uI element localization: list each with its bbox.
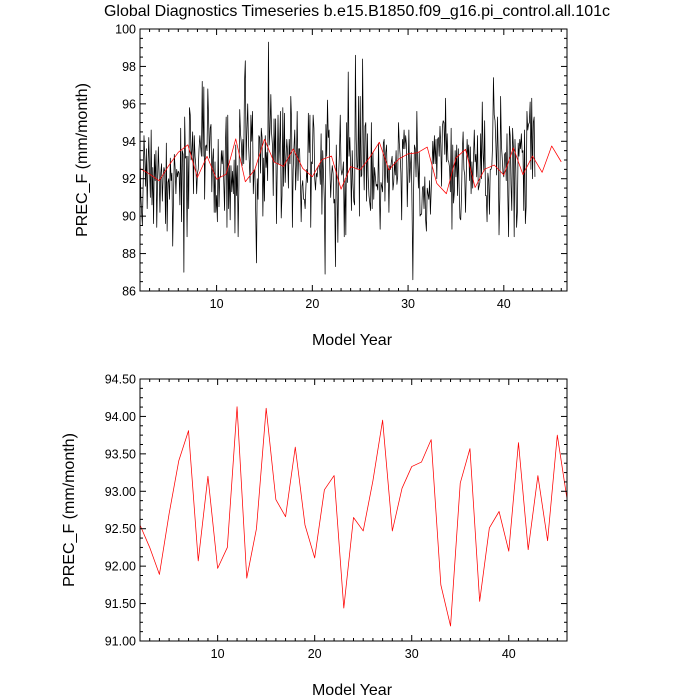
bottom-chart-x-tick-label: 40 [502, 647, 516, 661]
top-chart-series [139, 41, 562, 281]
top-chart-y-tick-label: 86 [122, 285, 136, 299]
bottom-chart-x-tick-label: 30 [405, 647, 419, 661]
top-chart-y-tick-label: 100 [115, 23, 136, 37]
top-chart-y-tick-label: 98 [122, 60, 136, 74]
top-chart-x-tick-label: 30 [401, 297, 415, 311]
bottom-chart-xlabel: Model Year [312, 682, 393, 699]
bottom-chart-y-tick-label: 92.50 [105, 522, 136, 536]
bottom-chart-ticks: 10 20 30 40 91.00 91.50 92.00 92.50 93.00 93.50 94… [105, 373, 568, 661]
bottom-chart-y-tick-label: 91.00 [105, 635, 136, 649]
top-chart-y-tick-label: 96 [122, 97, 136, 111]
top-chart-x-tick-label: 10 [210, 297, 224, 311]
top-chart-y-tick-label: 92 [122, 172, 136, 186]
bottom-chart-y-tick-label: 92.00 [105, 560, 136, 574]
top-chart-x-tick-label: 40 [497, 297, 511, 311]
bottom-chart-series-annual-mean [139, 406, 568, 627]
bottom-chart-y-tick-label: 94.50 [105, 373, 136, 387]
bottom-chart-x-tick-label: 20 [308, 647, 322, 661]
bottom-chart-ylabel: PREC_F (mm/month) [61, 433, 78, 587]
chart-title: Global Diagnostics Timeseries b.e15.B185… [104, 3, 610, 20]
top-chart-y-tick-label: 90 [122, 210, 136, 224]
top-chart-ticks: 10 20 30 40 86 88 90 92 94 96 98 100 [115, 23, 567, 311]
bottom-chart-y-tick-label: 94.00 [105, 410, 136, 424]
top-chart-series-monthly [139, 41, 536, 281]
bottom-chart-x-tick-label: 10 [211, 647, 225, 661]
bottom-chart: 10 20 30 40 91.00 91.50 92.00 92.50 93.00 93.50 94… [61, 373, 568, 699]
top-chart-series-annual-mean [139, 138, 562, 195]
bottom-chart-y-tick-label: 93.00 [105, 485, 136, 499]
top-chart: Global Diagnostics Timeseries b.e15.B185… [74, 3, 610, 349]
top-chart-xlabel: Model Year [312, 332, 393, 349]
bottom-chart-series [139, 406, 568, 627]
top-chart-y-tick-label: 88 [122, 247, 136, 261]
bottom-chart-y-tick-label: 91.50 [105, 597, 136, 611]
bottom-chart-y-tick-label: 93.50 [105, 447, 136, 461]
top-chart-ylabel: PREC_F (mm/month) [74, 83, 91, 237]
top-chart-y-tick-label: 94 [122, 135, 136, 149]
top-chart-x-tick-label: 20 [305, 297, 319, 311]
